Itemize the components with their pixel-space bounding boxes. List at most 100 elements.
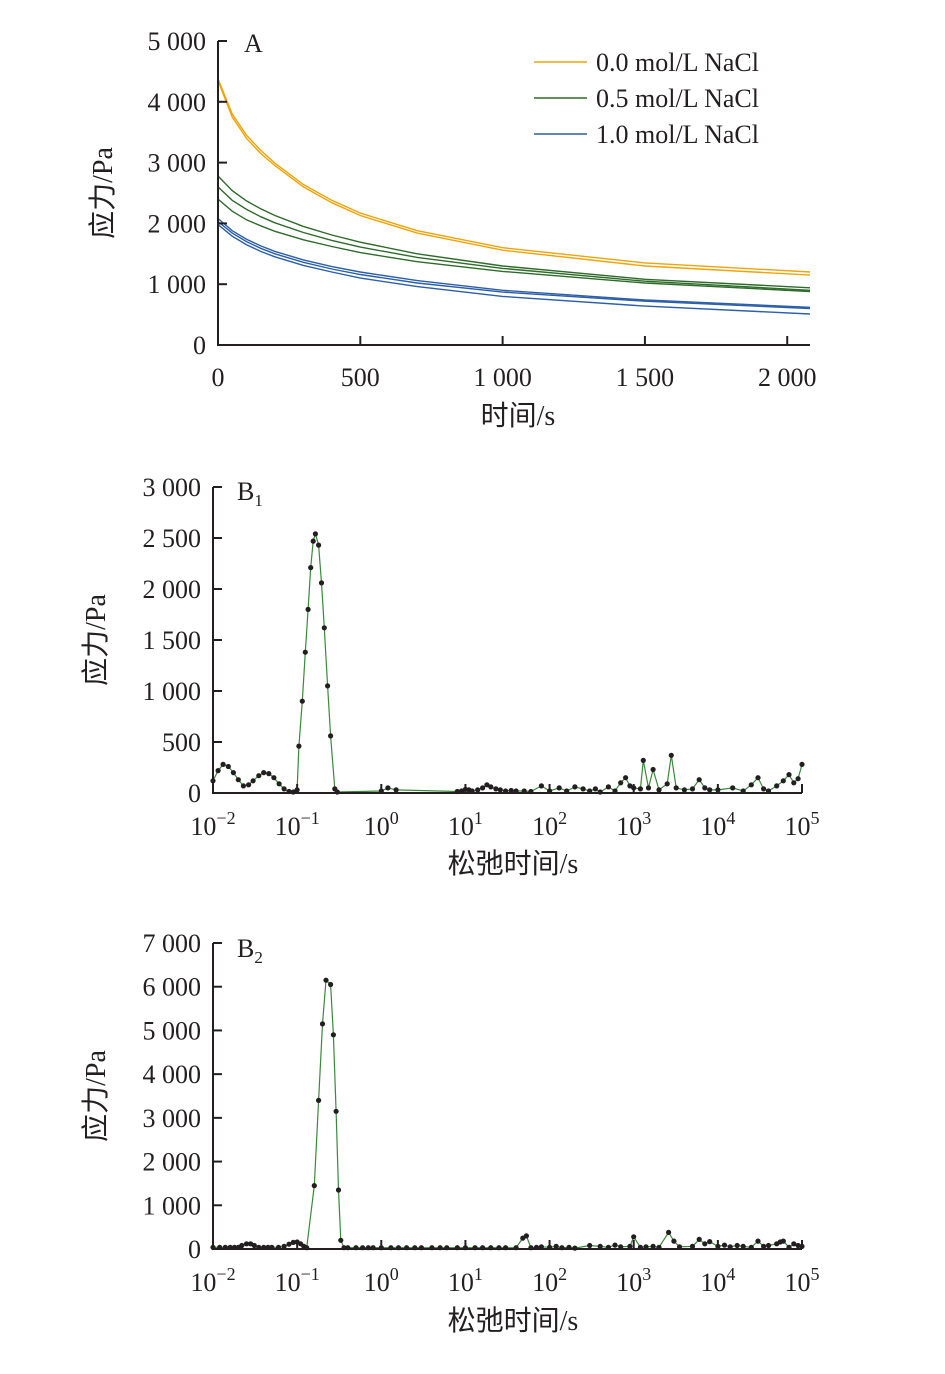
data-point xyxy=(702,785,708,791)
data-point xyxy=(316,542,322,548)
data-point xyxy=(795,776,801,782)
data-point xyxy=(618,780,624,786)
x-tick-label: 0 xyxy=(212,363,225,392)
data-point xyxy=(225,763,231,770)
panel-a-y-ticks: 0 1 000 2 000 3 000 4 000 5 000 xyxy=(148,27,227,360)
data-point xyxy=(696,1236,702,1242)
data-point xyxy=(281,786,287,792)
panel-b2-y-axis-label: 应力/Pa xyxy=(80,1050,112,1142)
panel-a-y-axis-label: 应力/Pa xyxy=(87,147,119,239)
y-tick-label: 2 000 xyxy=(148,209,207,238)
y-tick-label: 2 000 xyxy=(143,1148,202,1177)
data-point xyxy=(281,1243,287,1249)
x-tick-label: 10−2 xyxy=(190,1264,235,1297)
series-line-nacl-0-5-4 xyxy=(217,198,811,293)
data-point xyxy=(707,1239,713,1245)
data-point xyxy=(235,777,241,783)
data-point xyxy=(311,1183,317,1189)
x-tick-label: 500 xyxy=(341,363,380,392)
panel-a: 0 1 000 2 000 3 000 4 000 5 000 0 500 1 000 1 50… xyxy=(87,27,816,432)
data-point xyxy=(338,1237,344,1243)
x-tick-label: 10−1 xyxy=(275,808,320,841)
data-point xyxy=(488,784,494,790)
data-point xyxy=(707,787,713,793)
data-point xyxy=(668,752,674,758)
data-point xyxy=(755,1238,761,1244)
data-point xyxy=(305,606,311,613)
panel-a-legend: 0.0 mol/L NaCl 0.5 mol/L NaCl 1.0 mol/L … xyxy=(534,48,759,149)
data-point xyxy=(761,786,767,792)
panel-b1-x-ticks: 10−2 10−1 100 101 102 103 104 105 xyxy=(190,784,820,841)
panel-b2: 0 1 000 2 000 3 000 4 000 5 000 6 000 7 000 10−… xyxy=(80,929,820,1337)
data-point xyxy=(250,778,256,784)
data-point xyxy=(261,770,267,776)
x-tick-label: 103 xyxy=(616,808,651,841)
y-tick-label: 3 000 xyxy=(143,1104,202,1133)
data-point xyxy=(321,625,327,631)
panel-b1-x-axis-label: 松弛时间/s xyxy=(448,848,579,880)
data-point xyxy=(740,1243,746,1249)
x-tick-label: 102 xyxy=(532,808,567,841)
data-point xyxy=(251,1242,257,1249)
data-point xyxy=(592,786,599,792)
data-point xyxy=(572,784,578,790)
panel-a-x-axis-label: 时间/s xyxy=(481,400,556,432)
panel-b2-label-main: B xyxy=(237,934,254,963)
x-tick-label: 2 000 xyxy=(758,363,817,392)
panel-b1-y-axis-label: 应力/Pa xyxy=(80,594,112,686)
panel-b1-label: B1 xyxy=(237,477,263,510)
y-tick-label: 1 500 xyxy=(143,626,202,655)
y-tick-label: 1 000 xyxy=(148,270,207,299)
data-point xyxy=(627,1243,633,1249)
legend-label-0-0-nacl: 0.0 mol/L NaCl xyxy=(596,48,759,77)
data-point xyxy=(734,1242,740,1249)
data-point xyxy=(299,698,305,704)
x-tick-label: 105 xyxy=(785,1264,820,1297)
data-point xyxy=(335,1187,342,1193)
data-point xyxy=(765,1242,772,1249)
data-point xyxy=(220,761,226,768)
y-tick-label: 1 000 xyxy=(143,677,202,706)
data-point xyxy=(755,775,761,781)
y-tick-label: 0 xyxy=(188,779,201,808)
x-tick-label: 104 xyxy=(700,1264,735,1297)
data-point xyxy=(631,1234,637,1240)
x-tick-label: 101 xyxy=(448,1264,483,1297)
data-point xyxy=(721,1242,728,1248)
data-point xyxy=(323,977,329,983)
data-point xyxy=(316,1097,322,1103)
data-point xyxy=(556,785,562,791)
data-point xyxy=(246,782,252,788)
data-point xyxy=(328,981,334,988)
data-point xyxy=(310,538,316,544)
data-point xyxy=(523,1233,530,1239)
data-point xyxy=(497,787,503,793)
y-tick-label: 4 000 xyxy=(148,88,207,117)
panel-a-x-ticks: 0 500 1 000 1 500 2 000 xyxy=(212,336,817,392)
y-tick-label: 7 000 xyxy=(143,929,202,958)
y-tick-label: 500 xyxy=(162,728,201,757)
series-line-nacl-1-0-5 xyxy=(217,217,811,308)
data-point xyxy=(393,787,399,793)
y-tick-label: 5 000 xyxy=(143,1016,202,1045)
x-tick-label: 1 000 xyxy=(473,363,532,392)
panel-b1-label-sub: 1 xyxy=(254,491,263,510)
x-tick-label: 1 500 xyxy=(616,363,675,392)
data-point xyxy=(290,1239,296,1245)
b1-spectrum-line xyxy=(212,531,803,793)
data-point xyxy=(799,761,805,768)
data-point xyxy=(330,1032,336,1038)
data-point xyxy=(671,1238,677,1244)
data-point xyxy=(271,775,277,781)
series-line-nacl-0-5-3 xyxy=(217,186,811,291)
data-point xyxy=(702,1241,708,1247)
data-point xyxy=(239,1242,245,1249)
data-point xyxy=(493,786,499,792)
data-point xyxy=(580,786,586,792)
y-tick-label: 3 000 xyxy=(143,473,202,502)
data-point xyxy=(761,1243,767,1249)
y-tick-label: 5 000 xyxy=(148,27,207,56)
data-point xyxy=(645,785,652,791)
data-point xyxy=(215,768,221,774)
x-tick-label: 104 xyxy=(700,808,735,841)
